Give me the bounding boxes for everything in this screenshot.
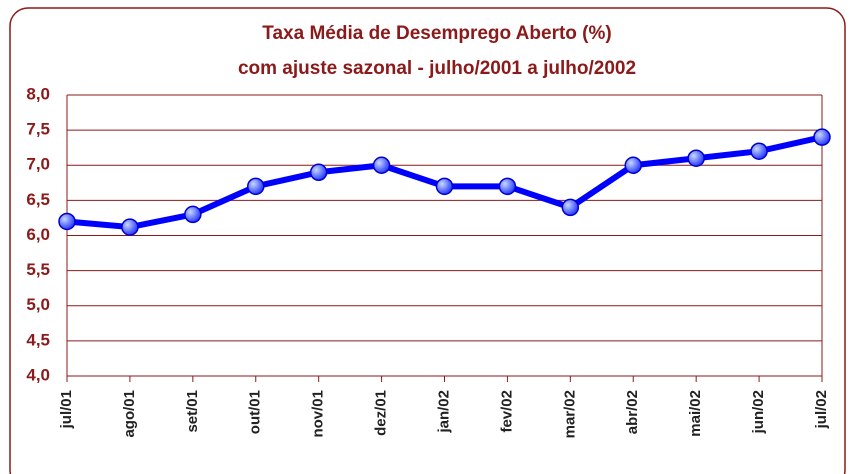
y-tick-label: 7,0 <box>26 155 50 174</box>
x-tick-label: fev/02 <box>498 390 515 433</box>
marker <box>813 128 831 146</box>
marker <box>435 177 454 196</box>
y-tick-label: 5,0 <box>26 295 50 314</box>
marker <box>309 163 328 182</box>
chart-title: Taxa Média de Desemprego Aberto (%) <box>262 23 611 44</box>
marker <box>687 149 705 167</box>
x-tick-label: nov/01 <box>310 390 327 438</box>
x-tick-label: mar/02 <box>561 390 578 438</box>
x-tick-label: jul/01 <box>58 390 75 429</box>
y-tick-label: 7,5 <box>26 120 50 139</box>
x-tick-label: out/01 <box>247 390 264 434</box>
x-tick-label: ago/01 <box>121 390 138 438</box>
x-tick-label: mai/02 <box>687 390 704 437</box>
marker <box>121 218 139 236</box>
marker <box>750 142 768 160</box>
chart-subtitle: com ajuste sazonal - julho/2001 a julho/… <box>238 58 636 79</box>
x-tick-label: set/01 <box>184 390 201 433</box>
y-tick-label: 6,5 <box>26 190 50 209</box>
y-tick-label: 4,0 <box>26 365 50 384</box>
y-tick-label: 8,0 <box>26 84 50 103</box>
y-tick-label: 5,5 <box>26 260 50 279</box>
marker <box>624 156 642 174</box>
marker <box>372 156 391 174</box>
marker <box>561 198 580 217</box>
y-tick-label: 4,5 <box>26 330 50 349</box>
chart-border <box>9 7 846 474</box>
marker <box>498 177 517 196</box>
x-tick-label: abr/02 <box>624 390 641 434</box>
marker <box>184 205 202 224</box>
marker <box>247 177 265 196</box>
x-tick-label: jun/02 <box>750 390 767 434</box>
x-tick-label: dez/01 <box>373 390 390 436</box>
marker <box>58 212 76 231</box>
x-tick-label: jul/02 <box>813 390 830 429</box>
y-tick-label: 6,0 <box>26 225 50 244</box>
x-tick-label: jan/02 <box>435 390 452 434</box>
